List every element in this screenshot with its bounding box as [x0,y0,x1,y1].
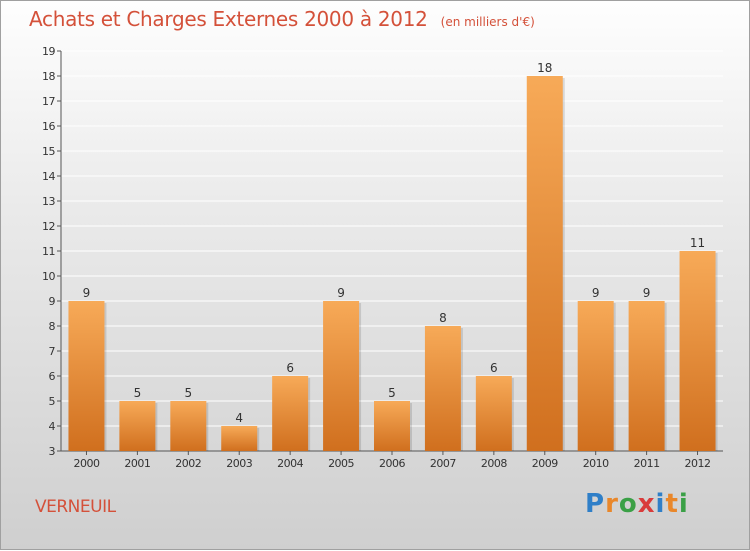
x-tick-label: 2004 [277,457,303,470]
y-tick-label: 4 [49,420,56,433]
x-tick-label: 2001 [124,457,150,470]
y-tick-label: 18 [42,70,55,83]
logo-letter: x [637,489,656,519]
bar-value-label: 5 [184,386,192,400]
bar-value-label: 11 [690,236,705,250]
y-tick-label: 10 [42,270,55,283]
logo-letter: o [618,489,638,519]
bar [526,76,563,451]
bar-value-label: 9 [643,286,651,300]
x-tick-label: 2010 [583,457,609,470]
logo-letter: i [655,489,666,519]
logo-letter: i [678,489,689,519]
bar-value-label: 4 [235,411,243,425]
bar-value-label: 5 [388,386,396,400]
labels: 9 2000 5 2001 5 2002 4 2003 6 2004 9 2005 5 2006 8 2007… [73,61,711,470]
location-label: VERNEUIL [35,497,116,517]
bar [628,301,665,451]
bar [424,326,461,451]
logo-letter: P [585,489,606,519]
y-tick-label: 12 [42,220,55,233]
y-tick-label: 11 [42,245,55,258]
y-tick-label: 7 [49,345,56,358]
y-tick-label: 8 [49,320,56,333]
bars [68,76,718,451]
bar [577,301,614,451]
proxiti-logo: Proxiti [585,489,689,519]
bar-value-label: 6 [490,361,498,375]
chart-title: Achats et Charges Externes 2000 à 2012 [29,7,428,31]
bar [170,401,207,451]
chart-title-row: Achats et Charges Externes 2000 à 2012 (… [29,7,535,31]
y-tick-label: 3 [49,445,56,458]
bar [221,426,258,451]
x-tick-label: 2009 [532,457,558,470]
bar [272,376,309,451]
bar-value-label: 5 [134,386,142,400]
x-tick-label: 2000 [73,457,99,470]
bar-value-label: 9 [337,286,345,300]
y-tick-label: 14 [42,170,55,183]
y-tick-label: 13 [42,195,55,208]
bar-value-label: 9 [83,286,91,300]
bar [119,401,156,451]
x-tick-label: 2002 [175,457,201,470]
logo-letter: r [605,489,619,519]
logo-letter: t [665,489,679,519]
x-tick-label: 2011 [634,457,660,470]
chart-unit: (en milliers d'€) [440,15,535,29]
y-tick-label: 5 [49,395,56,408]
x-tick-label: 2005 [328,457,354,470]
y-tick-label: 9 [49,295,56,308]
y-tick-label: 6 [49,370,56,383]
x-tick-label: 2003 [226,457,252,470]
bar [679,251,716,451]
y-tick-label: 16 [42,120,55,133]
bar-value-label: 18 [537,61,552,75]
x-tick-label: 2012 [685,457,711,470]
x-tick-label: 2006 [379,457,405,470]
y-tick-label: 15 [42,145,55,158]
bar [323,301,360,451]
bar [374,401,410,451]
bar-value-label: 8 [439,311,447,325]
bar-value-label: 6 [286,361,294,375]
bar [68,301,105,451]
x-tick-label: 2008 [481,457,507,470]
bar [475,376,512,451]
bar-value-label: 9 [592,286,600,300]
y-tick-label: 17 [42,95,55,108]
x-tick-label: 2007 [430,457,456,470]
y-tick-label: 19 [42,45,55,58]
